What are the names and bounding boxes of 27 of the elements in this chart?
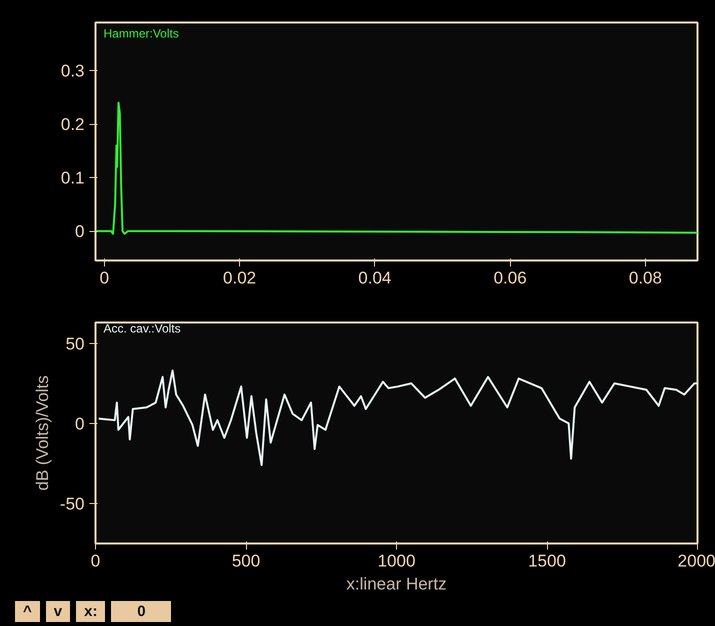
text: ^ — [15, 601, 40, 622]
x-tick-label: 1500 — [528, 552, 566, 570]
x-tick-label: 0 — [90, 552, 100, 570]
x-tick-label: 0.06 — [494, 268, 527, 288]
x-tick-label: 0 — [100, 268, 110, 288]
y-axis-title: dB (Volts)/Volts — [32, 375, 52, 491]
y-tick-label: 0 — [75, 222, 85, 242]
line-series — [96, 102, 698, 235]
x-tick-label: 0.04 — [358, 268, 392, 288]
text: Acc. cav.:Volts — [104, 322, 181, 336]
line-series — [98, 370, 698, 466]
y-tick-label: -50 — [60, 494, 85, 514]
x-axis-title: x:linear Hertz — [346, 574, 447, 594]
y-tick-label: 0.2 — [60, 115, 85, 134]
text: x: — [76, 601, 106, 622]
x-tick-label: 1000 — [378, 552, 416, 570]
y-tick-label: 0 — [75, 414, 85, 434]
y-tick-label: 50 — [66, 334, 85, 354]
text: Hammer:Volts — [104, 26, 179, 40]
y-tick-label: 0.3 — [60, 62, 85, 81]
x-tick-label: 0.08 — [628, 268, 662, 288]
x-tick-label: 2000 — [678, 552, 715, 570]
text: v — [46, 601, 70, 622]
text: 0 — [111, 601, 172, 622]
y-tick-label: 0.1 — [60, 168, 85, 188]
x-tick-label: 0.02 — [223, 268, 256, 288]
x-tick-label: 500 — [232, 552, 260, 570]
